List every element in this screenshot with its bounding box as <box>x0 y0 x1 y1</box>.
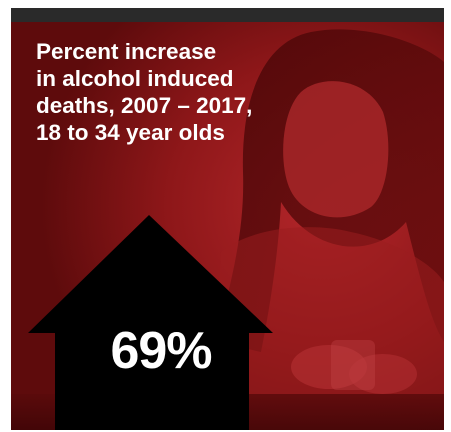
headline: Percent increase in alcohol induced deat… <box>36 38 336 146</box>
stat-value: 69% <box>110 322 212 380</box>
headline-line-2: in alcohol induced <box>36 66 234 91</box>
headline-line-1: Percent increase <box>36 39 217 64</box>
infographic-card: Percent increase in alcohol induced deat… <box>11 8 444 430</box>
top-strip <box>11 8 444 22</box>
up-arrow-icon <box>28 215 273 430</box>
headline-line-3: deaths, 2007 – 2017, <box>36 93 253 118</box>
headline-line-4: 18 to 34 year olds <box>36 120 225 145</box>
